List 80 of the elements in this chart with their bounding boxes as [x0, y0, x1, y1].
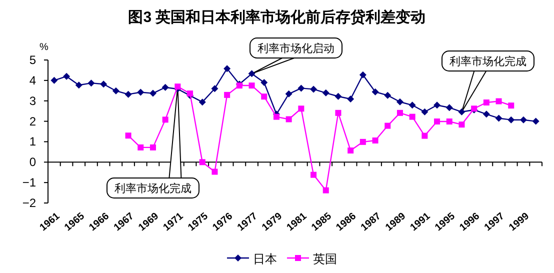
point	[149, 90, 156, 97]
annotation: 利率市场化完成	[114, 182, 192, 195]
point	[508, 116, 515, 124]
point	[310, 172, 317, 178]
y-tick-label: 1	[29, 134, 36, 149]
point	[446, 118, 452, 124]
point	[212, 168, 218, 175]
point	[124, 90, 132, 98]
point	[187, 90, 194, 97]
chart-title: 图3 英国和日本利率市场化前后存贷利差变动	[128, 8, 426, 26]
point	[434, 118, 440, 124]
point	[162, 116, 168, 123]
point	[458, 108, 466, 116]
point	[174, 84, 181, 90]
point	[496, 98, 502, 104]
legend-label: 日本	[253, 252, 277, 266]
point	[372, 88, 379, 96]
point	[322, 187, 329, 194]
point	[211, 85, 218, 92]
point	[260, 78, 268, 86]
y-tick-label: 5	[29, 53, 36, 67]
point	[384, 92, 392, 99]
point	[421, 108, 428, 116]
point	[360, 138, 366, 145]
point	[248, 70, 256, 78]
point	[224, 92, 230, 98]
point	[224, 65, 231, 72]
point	[520, 116, 527, 124]
point	[298, 106, 304, 112]
point	[310, 86, 318, 93]
point	[125, 132, 132, 139]
point	[532, 118, 540, 125]
point	[384, 122, 391, 129]
y-tick-label: −1	[22, 176, 36, 190]
point	[372, 137, 378, 144]
point	[198, 98, 206, 106]
point	[495, 114, 502, 122]
point	[408, 102, 416, 109]
point	[348, 148, 354, 154]
point	[285, 90, 292, 98]
point	[88, 80, 95, 87]
point	[286, 116, 292, 122]
point	[248, 82, 255, 89]
point	[396, 98, 404, 106]
point	[162, 84, 169, 91]
text: 利率市场化启动	[258, 42, 334, 55]
point	[347, 96, 354, 103]
point	[334, 92, 342, 100]
point	[112, 87, 120, 94]
y-tick-label: −2	[22, 196, 36, 210]
point	[322, 89, 330, 96]
point	[63, 72, 70, 80]
point	[50, 76, 58, 84]
y-tick-label: 2	[29, 114, 36, 128]
point	[335, 110, 342, 116]
point	[261, 94, 268, 100]
y-tick-label: 3	[29, 94, 36, 108]
y-tick-label: 4	[29, 73, 36, 88]
point	[508, 102, 514, 109]
point	[100, 80, 108, 88]
point	[298, 84, 305, 92]
point	[75, 82, 82, 89]
point	[359, 71, 366, 78]
point	[396, 110, 403, 116]
annotation: 利率市场化完成	[450, 55, 526, 68]
point	[199, 159, 206, 166]
point	[483, 99, 490, 106]
point	[273, 114, 280, 120]
point	[409, 114, 416, 120]
point	[458, 122, 465, 128]
point	[482, 110, 490, 118]
y-axis-title: %	[40, 42, 49, 53]
point	[138, 144, 144, 150]
legend-label: 英国	[313, 252, 337, 266]
point	[150, 144, 156, 150]
point	[422, 132, 428, 139]
y-tick-label: 0	[29, 155, 36, 170]
point	[434, 102, 441, 109]
point	[137, 88, 144, 96]
point	[446, 104, 453, 112]
